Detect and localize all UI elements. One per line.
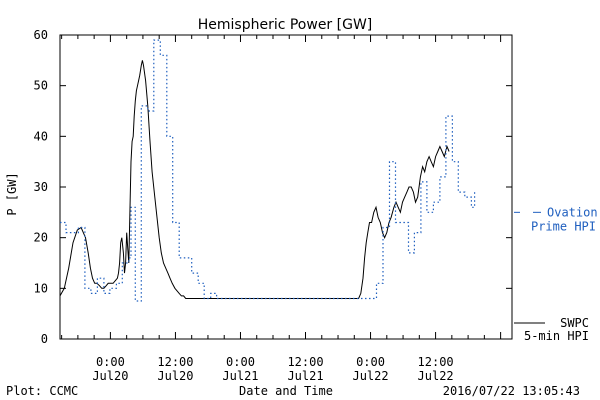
x-tick-label-date: Jul21 <box>287 369 323 383</box>
legend-label-swpc-line2: 5-min HPI <box>524 329 589 343</box>
y-tick-label: 60 <box>34 28 48 42</box>
x-axis-label: Date and Time <box>239 384 333 398</box>
plot-frame <box>59 34 513 340</box>
x-tick-label-time: 12:00 <box>287 355 323 369</box>
series-line-ovation <box>60 39 476 302</box>
x-tick-label-time: 0:00 <box>356 355 385 369</box>
x-tick-label-date: Jul21 <box>222 369 258 383</box>
series-line-swpc <box>59 60 450 299</box>
series-lines <box>59 39 476 302</box>
y-tick-label: 0 <box>41 332 48 346</box>
y-tick-label: 50 <box>34 79 48 93</box>
legend-label-ovation-line2: Prime HPI <box>531 219 596 233</box>
x-tick-label-time: 0:00 <box>96 355 125 369</box>
x-tick-label-date: Jul22 <box>418 369 454 383</box>
legend-label-swpc-line1: SWPC <box>560 316 589 330</box>
x-tick-label-date: Jul20 <box>92 369 128 383</box>
footer-plot-credit: Plot: CCMC <box>6 384 78 398</box>
legend-label-ovation-line1: Ovation <box>547 205 598 219</box>
y-tick-label: 10 <box>34 281 48 295</box>
x-tick-label-time: 0:00 <box>226 355 255 369</box>
y-axis-label: P [GW] <box>5 172 19 215</box>
x-tick-label-date: Jul22 <box>352 369 388 383</box>
axes: 01020304050600:00Jul2012:00Jul200:00Jul2… <box>34 28 513 383</box>
x-tick-label-time: 12:00 <box>418 355 454 369</box>
x-tick-label-time: 12:00 <box>157 355 193 369</box>
y-tick-label: 40 <box>34 129 48 143</box>
chart-title: Hemispheric Power [GW] <box>198 17 373 33</box>
footer-timestamp: 2016/07/22 13:05:43 <box>443 384 580 398</box>
x-tick-label-date: Jul20 <box>157 369 193 383</box>
y-tick-label: 20 <box>34 231 48 245</box>
y-tick-label: 30 <box>34 180 48 194</box>
